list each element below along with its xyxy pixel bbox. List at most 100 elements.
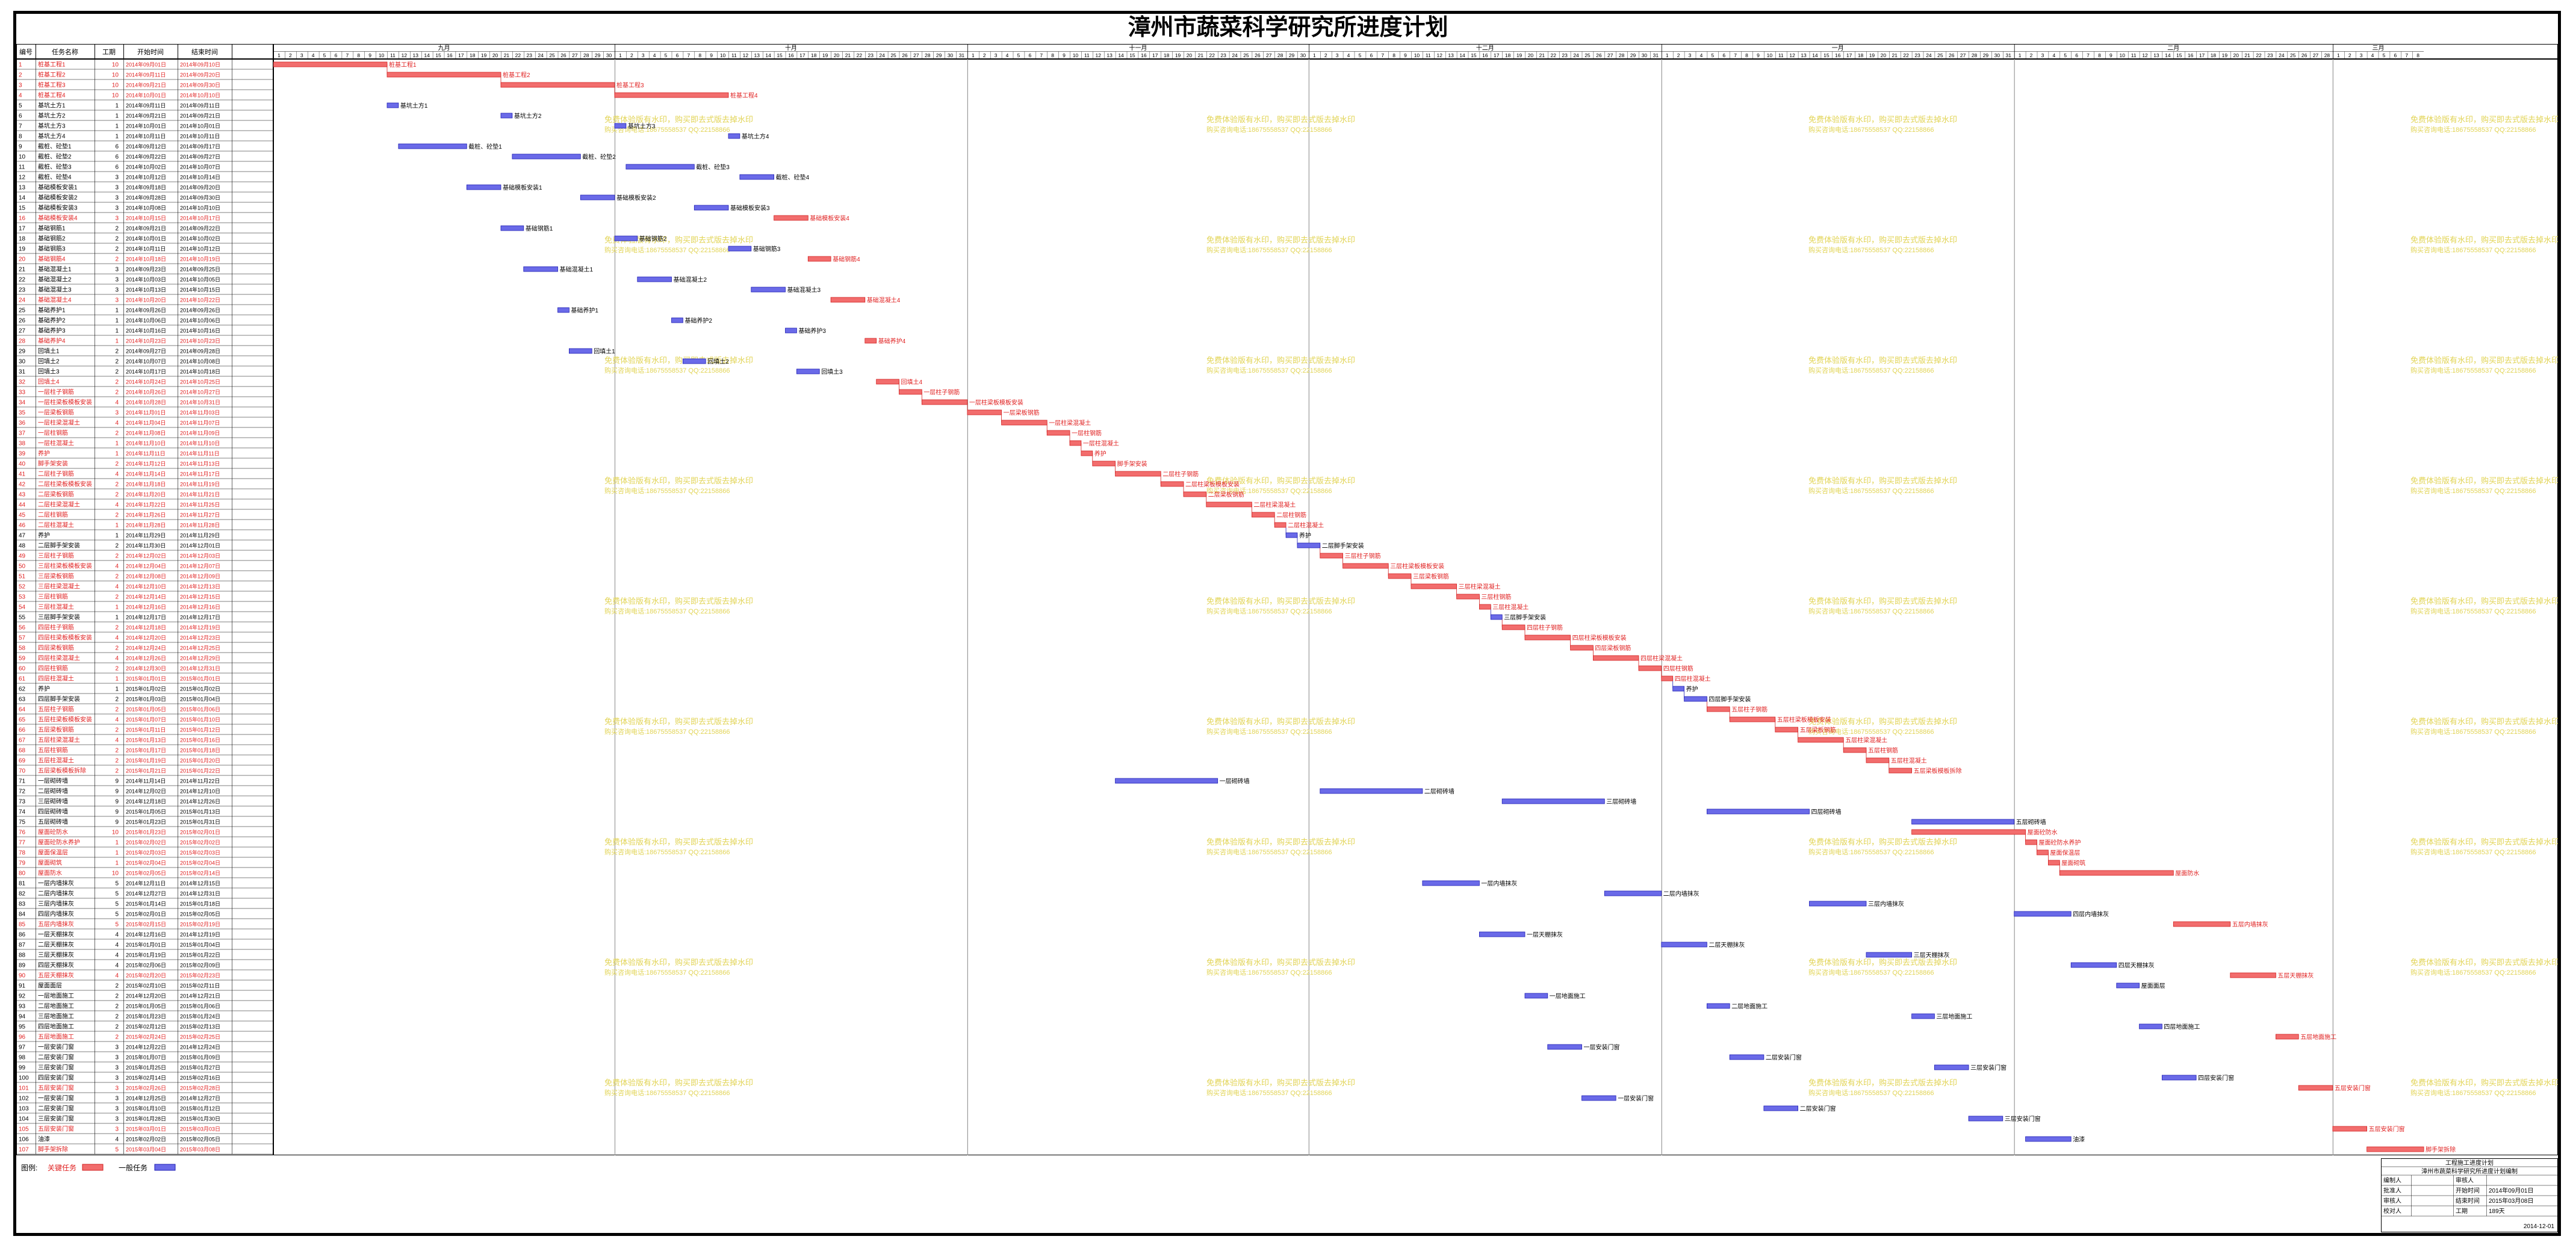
task-id: 2 (19, 72, 22, 79)
task-bar (557, 307, 570, 313)
watermark-text: 免费体验版有水印，购买即去式版去掉水印 (1206, 235, 1355, 244)
table-header-cell: 开始时间 (137, 48, 164, 56)
task-name: 四层安装门窗 (38, 1074, 74, 1082)
watermark-text: 免费体验版有水印，购买即去式版去掉水印 (2410, 597, 2558, 606)
task-bar (1706, 1003, 1730, 1009)
day-label: 18 (1858, 52, 1864, 58)
watermark-text: 购买咨询电话:18675558537 QQ:22158866 (1206, 486, 1332, 495)
task-bar (1911, 1013, 1935, 1019)
task-duration: 5 (115, 1147, 119, 1153)
task-bar-label: 一层柱梁板模板安装 (969, 399, 1023, 406)
task-bar-label: 脚手架安装 (1117, 460, 1147, 468)
task-id: 8 (19, 134, 22, 140)
task-end: 2014年12月13日 (180, 583, 220, 590)
task-start: 2014年10月17日 (126, 368, 166, 375)
task-bar (1092, 461, 1116, 467)
task-id: 46 (19, 523, 26, 529)
task-duration: 2 (115, 625, 119, 632)
task-duration: 4 (115, 737, 119, 744)
task-bar (1081, 450, 1093, 456)
day-label: 8 (2098, 52, 2101, 58)
task-end: 2014年09月30日 (180, 194, 220, 201)
day-label: 1 (2019, 52, 2022, 58)
task-duration: 4 (115, 717, 119, 724)
task-bar-label: 一层柱梁混凝土 (1049, 419, 1091, 427)
watermark-text: 免费体验版有水印，购买即去式版去掉水印 (1808, 115, 1957, 124)
task-name: 脚手架安装 (38, 460, 68, 468)
day-label: 17 (799, 52, 805, 58)
task-start: 2015年01月17日 (126, 747, 166, 754)
task-start: 2015年02月26日 (126, 1085, 166, 1091)
day-label: 20 (2233, 52, 2239, 58)
task-bar-label: 截桩、砼垫3 (696, 163, 730, 171)
day-label: 10 (1767, 52, 1773, 58)
task-duration: 10 (112, 72, 119, 79)
task-start: 2014年10月13日 (126, 287, 166, 293)
task-end: 2014年11月13日 (180, 461, 220, 467)
task-bar (1342, 563, 1389, 569)
day-label: 18 (811, 52, 817, 58)
day-label: 9 (1063, 52, 1066, 58)
day-label: 1 (619, 52, 622, 58)
day-label: 12 (1096, 52, 1102, 58)
watermark-text: 免费体验版有水印，购买即去式版去掉水印 (1808, 476, 1957, 485)
watermark-text: 购买咨询电话:18675558537 QQ:22158866 (2410, 125, 2536, 134)
day-label: 7 (1381, 52, 1384, 58)
task-end: 2014年10月19日 (180, 256, 220, 262)
task-bar (2025, 1136, 2072, 1142)
task-duration: 2 (115, 461, 119, 468)
task-id: 20 (19, 256, 26, 263)
task-start: 2014年12月26日 (126, 655, 166, 662)
task-end: 2014年12月01日 (180, 542, 220, 549)
task-bar (694, 205, 729, 211)
day-label: 14 (424, 52, 430, 58)
day-label: 6 (1722, 52, 1725, 58)
task-duration: 3 (115, 195, 119, 202)
task-bar-label: 屋面保温层 (2050, 849, 2080, 857)
task-bar (1183, 491, 1207, 497)
task-name: 屋面砼防水养护 (38, 839, 80, 846)
day-label: 17 (1846, 52, 1852, 58)
day-label: 30 (1642, 52, 1648, 58)
task-start: 2014年12月18日 (126, 624, 166, 631)
task-bar-label: 桩基工程3 (616, 81, 644, 89)
day-label: 15 (1823, 52, 1830, 58)
task-id: 70 (19, 768, 26, 775)
task-bar (1411, 583, 1457, 589)
day-label: 30 (606, 52, 612, 58)
task-end: 2015年01月16日 (180, 737, 220, 743)
day-label: 29 (936, 52, 942, 58)
task-bar (1206, 501, 1252, 508)
day-label: 24 (1232, 52, 1238, 58)
task-id: 84 (19, 911, 26, 918)
task-end: 2014年12月19日 (180, 624, 220, 631)
task-bar (2014, 911, 2072, 917)
day-label: 23 (1220, 52, 1226, 58)
task-id: 14 (19, 195, 26, 202)
task-end: 2015年01月02日 (180, 686, 220, 692)
task-bar-label: 养护 (1299, 532, 1311, 539)
watermark-text: 购买咨询电话:18675558537 QQ:22158866 (1206, 607, 1332, 615)
day-label: 2 (2348, 52, 2351, 58)
task-start: 2014年10月11日 (126, 246, 166, 252)
task-end: 2015年01月01日 (180, 675, 220, 682)
task-duration: 1 (115, 604, 119, 611)
day-label: 20 (492, 52, 498, 58)
title-block-cell: 2014年09月01日 (2489, 1187, 2534, 1194)
task-start: 2014年12月25日 (126, 1095, 166, 1102)
task-end: 2014年09月20日 (180, 72, 220, 78)
table-header-cell: 编号 (19, 48, 33, 56)
task-id: 1 (19, 62, 22, 69)
day-label: 21 (2244, 52, 2250, 58)
task-name: 二层安装门窗 (38, 1105, 74, 1113)
task-duration: 3 (115, 410, 119, 417)
task-end: 2014年09月21日 (180, 113, 220, 119)
task-name: 一层内墙抹灰 (38, 880, 74, 887)
task-duration: 10 (112, 830, 119, 836)
task-bar-label: 屋面砌筑 (2061, 859, 2085, 867)
title-block-cell: 开始时间 (2456, 1187, 2480, 1194)
task-id: 73 (19, 799, 26, 806)
task-duration: 4 (115, 942, 119, 949)
task-start: 2015年01月14日 (126, 901, 166, 907)
task-bar (751, 287, 786, 293)
